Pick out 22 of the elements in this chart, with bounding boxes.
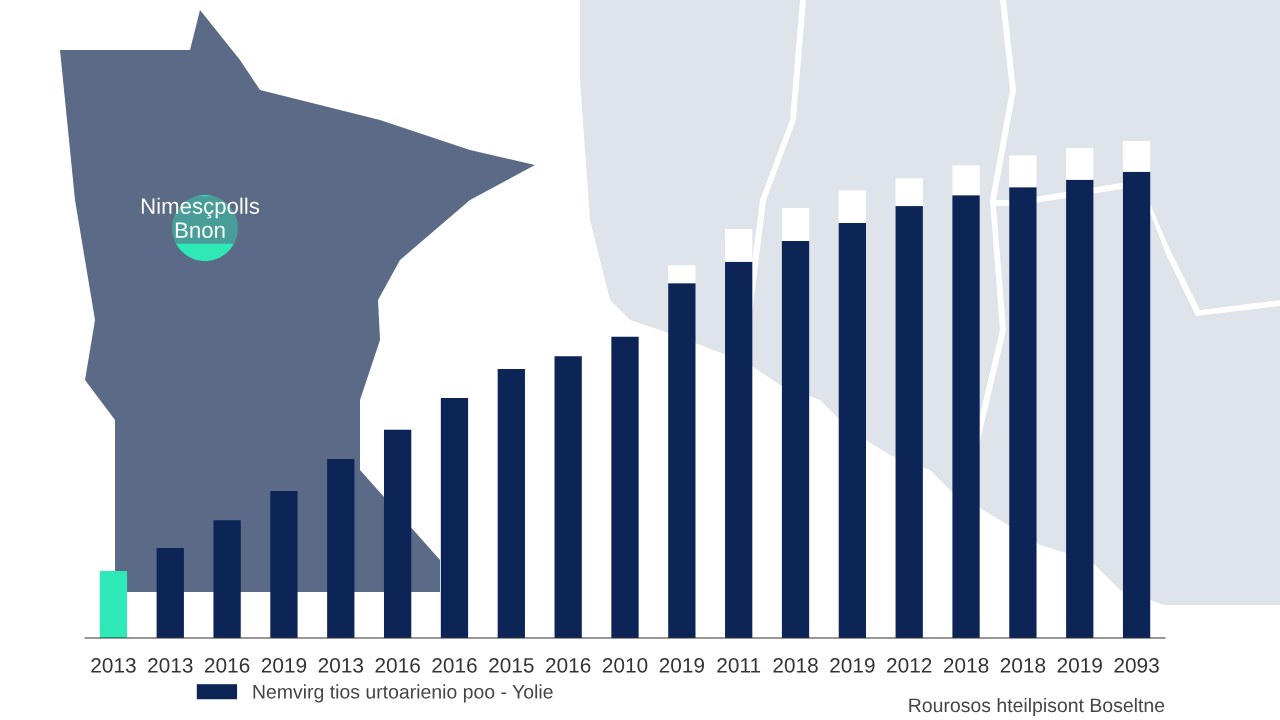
x-tick-label: 2012	[887, 657, 932, 673]
x-tick-label: 2093	[1114, 657, 1159, 673]
x-tick-label: 2013	[318, 657, 364, 673]
x-tick-label: 2018	[1000, 657, 1046, 673]
x-tick-label: 2018	[943, 657, 989, 673]
x-tick-label: 2015	[489, 657, 534, 673]
x-tick-label: 2019	[1057, 657, 1102, 673]
x-tick-label: 2019	[830, 657, 875, 673]
x-tick-label: 2013	[91, 657, 136, 673]
legend-label: Nemvirg tios urtoarienio poo - Yolie	[253, 684, 553, 703]
x-tick-label: 2016	[375, 657, 420, 673]
x-tick-label: 2016	[432, 657, 477, 673]
x-tick-label: 2016	[546, 657, 591, 673]
x-tick-label: 2019	[659, 657, 705, 673]
x-tick-label: 2019	[261, 657, 307, 673]
annotation: Nimesçpolls Bnon	[141, 197, 260, 238]
x-tick-label: 2013	[148, 657, 193, 673]
x-tick-label: 2016	[204, 657, 250, 673]
x-tick-label: 2018	[773, 657, 818, 673]
x-tick-label: 2011	[717, 657, 761, 673]
text: Rourosos hteilpisont Boseltne	[909, 697, 1165, 717]
x-tick-label: 2010	[602, 657, 648, 673]
